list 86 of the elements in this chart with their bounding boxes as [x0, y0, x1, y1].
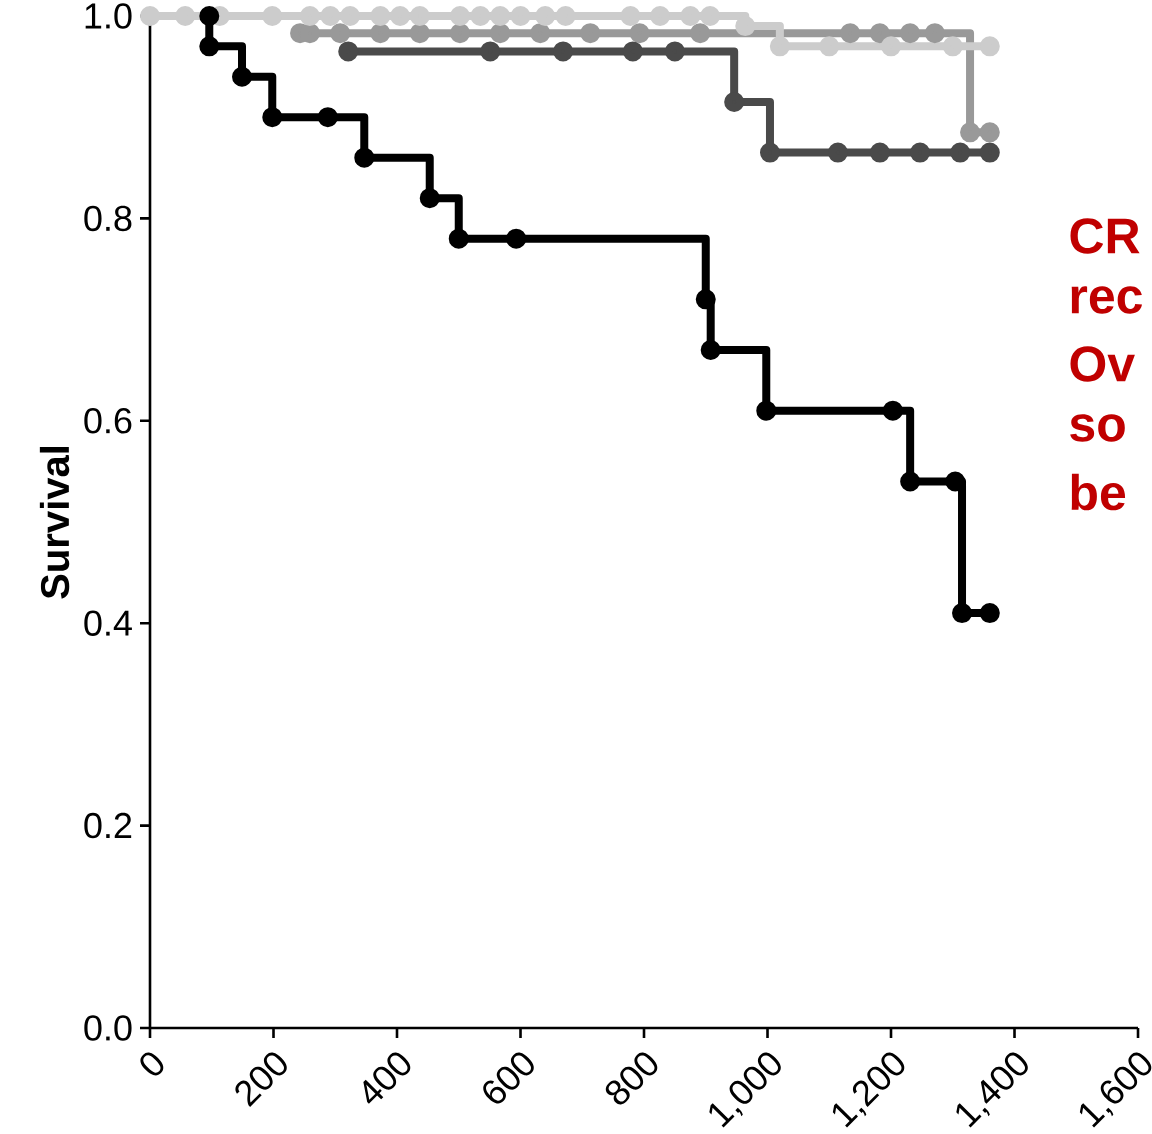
point [320, 5, 341, 26]
annotation: CR [1070, 218, 1140, 254]
x-tick-label: 0 [140, 1052, 164, 1076]
point [979, 603, 1000, 624]
point [960, 122, 981, 143]
point [510, 5, 531, 26]
point [700, 339, 721, 360]
point [530, 23, 551, 44]
point [650, 5, 671, 26]
point [262, 5, 283, 26]
point [338, 41, 359, 62]
point [979, 36, 1000, 57]
point [449, 23, 470, 44]
point [827, 142, 848, 163]
annotation: rec [1071, 286, 1143, 314]
point [317, 107, 338, 128]
point [390, 5, 411, 26]
point [555, 5, 576, 26]
point [490, 23, 511, 44]
y-tick-label: 0.6 [84, 408, 132, 434]
point [553, 41, 574, 62]
point [409, 5, 430, 26]
point [330, 23, 351, 44]
point [299, 5, 320, 26]
point [769, 36, 790, 57]
point [580, 23, 601, 44]
point [449, 5, 470, 26]
point [869, 142, 890, 163]
point [882, 400, 903, 421]
point [952, 603, 973, 624]
point [535, 5, 556, 26]
x-tick-label: 400 [363, 1052, 411, 1104]
annotation: so [1070, 414, 1125, 442]
point [819, 36, 840, 57]
point [470, 5, 491, 26]
x-tick-label: 200 [235, 1052, 287, 1107]
point [354, 147, 375, 168]
y-tick-label: 0.2 [84, 812, 132, 839]
y-axis-title: Survival [39, 447, 70, 599]
point [506, 228, 527, 249]
y-tick-label: 1.0 [85, 3, 132, 29]
point [340, 5, 361, 26]
point [448, 228, 469, 249]
point [409, 23, 430, 44]
point [629, 23, 650, 44]
point [900, 23, 921, 44]
point [759, 142, 780, 163]
point [140, 5, 160, 26]
point [370, 5, 391, 26]
point [680, 5, 701, 26]
point [622, 41, 643, 62]
y-tick-label: 0.8 [84, 205, 132, 232]
annotation: Ov [1070, 346, 1135, 382]
point [881, 36, 902, 57]
point [262, 107, 283, 128]
point [979, 122, 1000, 143]
point [490, 5, 511, 26]
point [924, 23, 945, 44]
y-tick-label: 0.0 [84, 1015, 132, 1041]
x-tick-label: 800 [605, 1052, 658, 1105]
point [950, 142, 971, 163]
point [869, 23, 890, 44]
point [840, 23, 861, 44]
y-tick-label: 0.4 [84, 610, 132, 636]
point [620, 5, 641, 26]
point [942, 36, 963, 57]
point [232, 66, 253, 87]
x-tick-label: 600 [483, 1052, 534, 1104]
point [480, 41, 501, 62]
point [199, 36, 220, 57]
point [979, 142, 1000, 163]
point [664, 41, 685, 62]
point [695, 289, 716, 310]
point [756, 400, 777, 421]
point [700, 5, 721, 26]
point [735, 16, 756, 37]
point [690, 23, 711, 44]
point [910, 142, 931, 163]
point [945, 471, 966, 492]
point [370, 23, 391, 44]
point [900, 471, 921, 492]
point [175, 5, 196, 26]
annotation: be [1071, 473, 1126, 511]
point [724, 92, 745, 113]
point [419, 188, 440, 209]
point [199, 5, 220, 26]
